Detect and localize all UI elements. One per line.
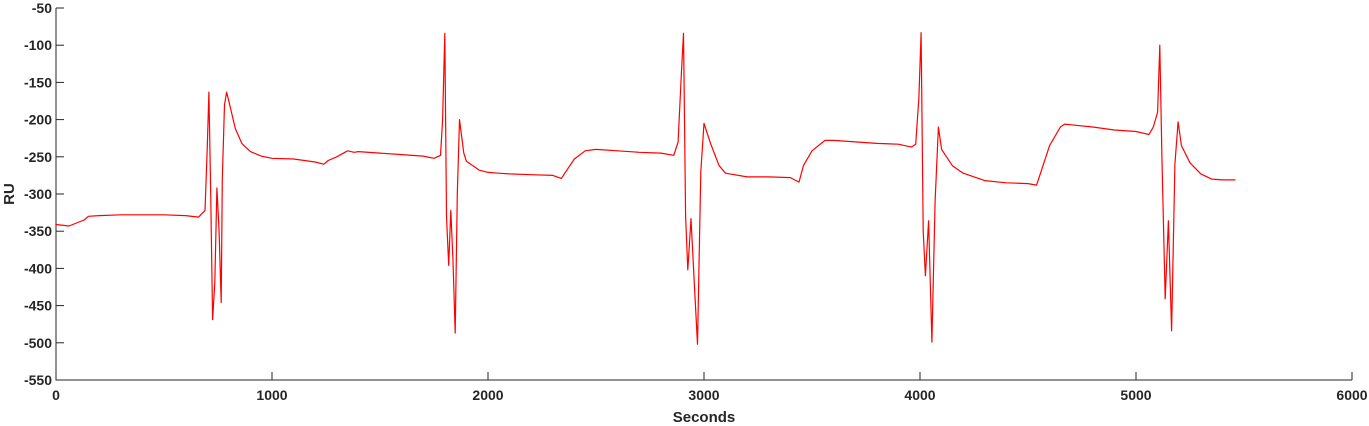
y-tick-label: -150 [24, 74, 52, 90]
y-tick-label: -50 [32, 0, 52, 16]
x-tick-label: 1000 [256, 387, 287, 403]
y-tick-label: -350 [24, 223, 52, 239]
y-tick-label: -500 [24, 335, 52, 351]
axis-lines [55, 8, 1352, 381]
y-tick-label: -550 [24, 372, 52, 388]
x-axis: 0 1000 2000 3000 4000 5000 6000 [52, 372, 1368, 403]
x-tick-label: 0 [52, 387, 60, 403]
y-tick-label: -250 [24, 149, 52, 165]
y-axis-label: RU [1, 183, 18, 205]
y-tick-label: -300 [24, 186, 52, 202]
x-tick-label: 2000 [472, 387, 503, 403]
x-axis-label: Seconds [673, 409, 736, 426]
y-tick-label: -450 [24, 298, 52, 314]
y-axis: -50 -100 -150 -200 -250 -300 -350 -400 -450 -500 -… [24, 0, 64, 388]
y-tick-label: -200 [24, 112, 52, 128]
x-tick-label: 4000 [904, 387, 935, 403]
x-tick-label: 3000 [688, 387, 719, 403]
series-layer [55, 31, 1236, 345]
series-line [55, 31, 1236, 345]
y-tick-label: -400 [24, 260, 52, 276]
x-tick-label: 5000 [1120, 387, 1151, 403]
plot-area [55, 8, 1352, 381]
x-tick-label: 6000 [1336, 387, 1367, 403]
y-tick-label: -100 [24, 37, 52, 53]
